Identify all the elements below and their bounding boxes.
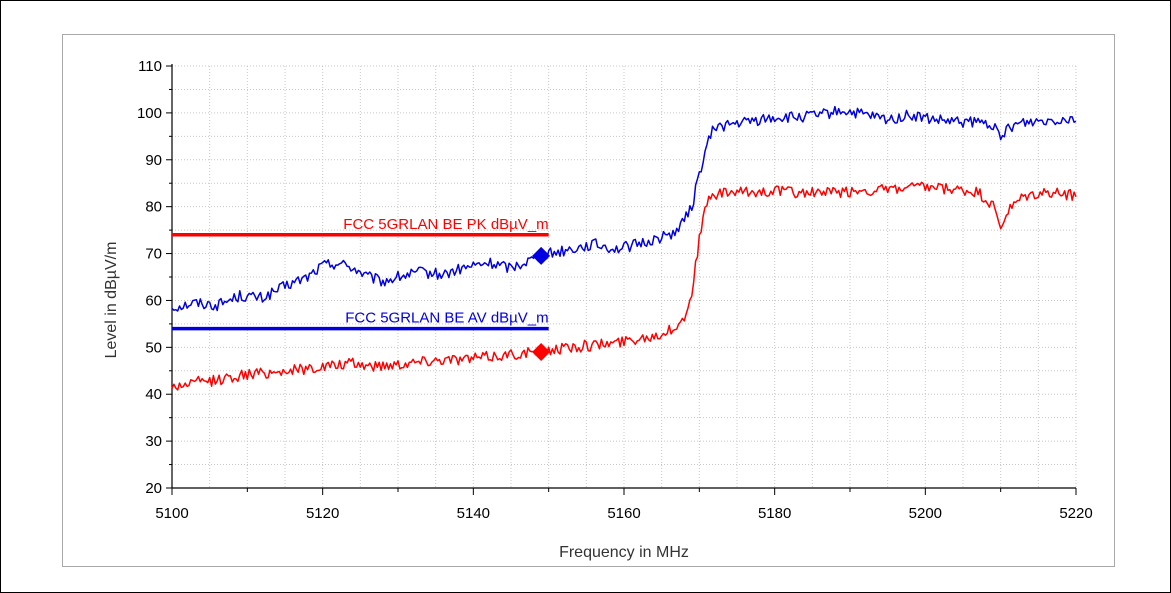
y-tick-label: 50 (145, 339, 162, 356)
x-tick-label: 5120 (306, 505, 339, 522)
limit-line-label: FCC 5GRLAN BE AV dBµV_m (345, 310, 548, 327)
limit-line-label: FCC 5GRLAN BE PK dBµV_m (343, 216, 548, 233)
series-line (171, 181, 1077, 391)
x-tick-label: 5200 (909, 505, 942, 522)
axes (166, 64, 1077, 495)
series-line (171, 105, 1077, 312)
y-tick-label: 110 (138, 58, 162, 75)
tick-labels: 20 30 40 50 60 70 80 90 100 110 5100 5120 5140 5160 51… (137, 58, 1093, 522)
x-tick-label: 5180 (758, 505, 791, 522)
y-tick-label: 70 (145, 246, 162, 263)
y-tick-label: 100 (137, 105, 162, 122)
grid (171, 65, 1077, 489)
x-tick-label: 5220 (1059, 505, 1092, 522)
y-tick-label: 60 (145, 292, 162, 309)
y-tick-label: 80 (145, 199, 162, 216)
x-tick-label: 5160 (607, 505, 640, 522)
x-tick-label: 5140 (457, 505, 490, 522)
marker-diamond (532, 246, 551, 265)
x-tick-label: 5100 (155, 505, 188, 522)
markers (532, 246, 551, 362)
marker-diamond (532, 343, 551, 362)
y-tick-label: 90 (145, 152, 162, 169)
y-tick-label: 40 (145, 386, 162, 403)
series (171, 105, 1077, 391)
x-axis-title: Frequency in MHz (559, 544, 689, 561)
y-axis-title: Level in dBµV/m (103, 242, 120, 359)
y-tick-label: 20 (145, 480, 162, 497)
y-tick-label: 30 (145, 433, 162, 450)
limit-lines: FCC 5GRLAN BE PK dBµV_m FCC 5GRLAN BE AV … (172, 216, 549, 331)
